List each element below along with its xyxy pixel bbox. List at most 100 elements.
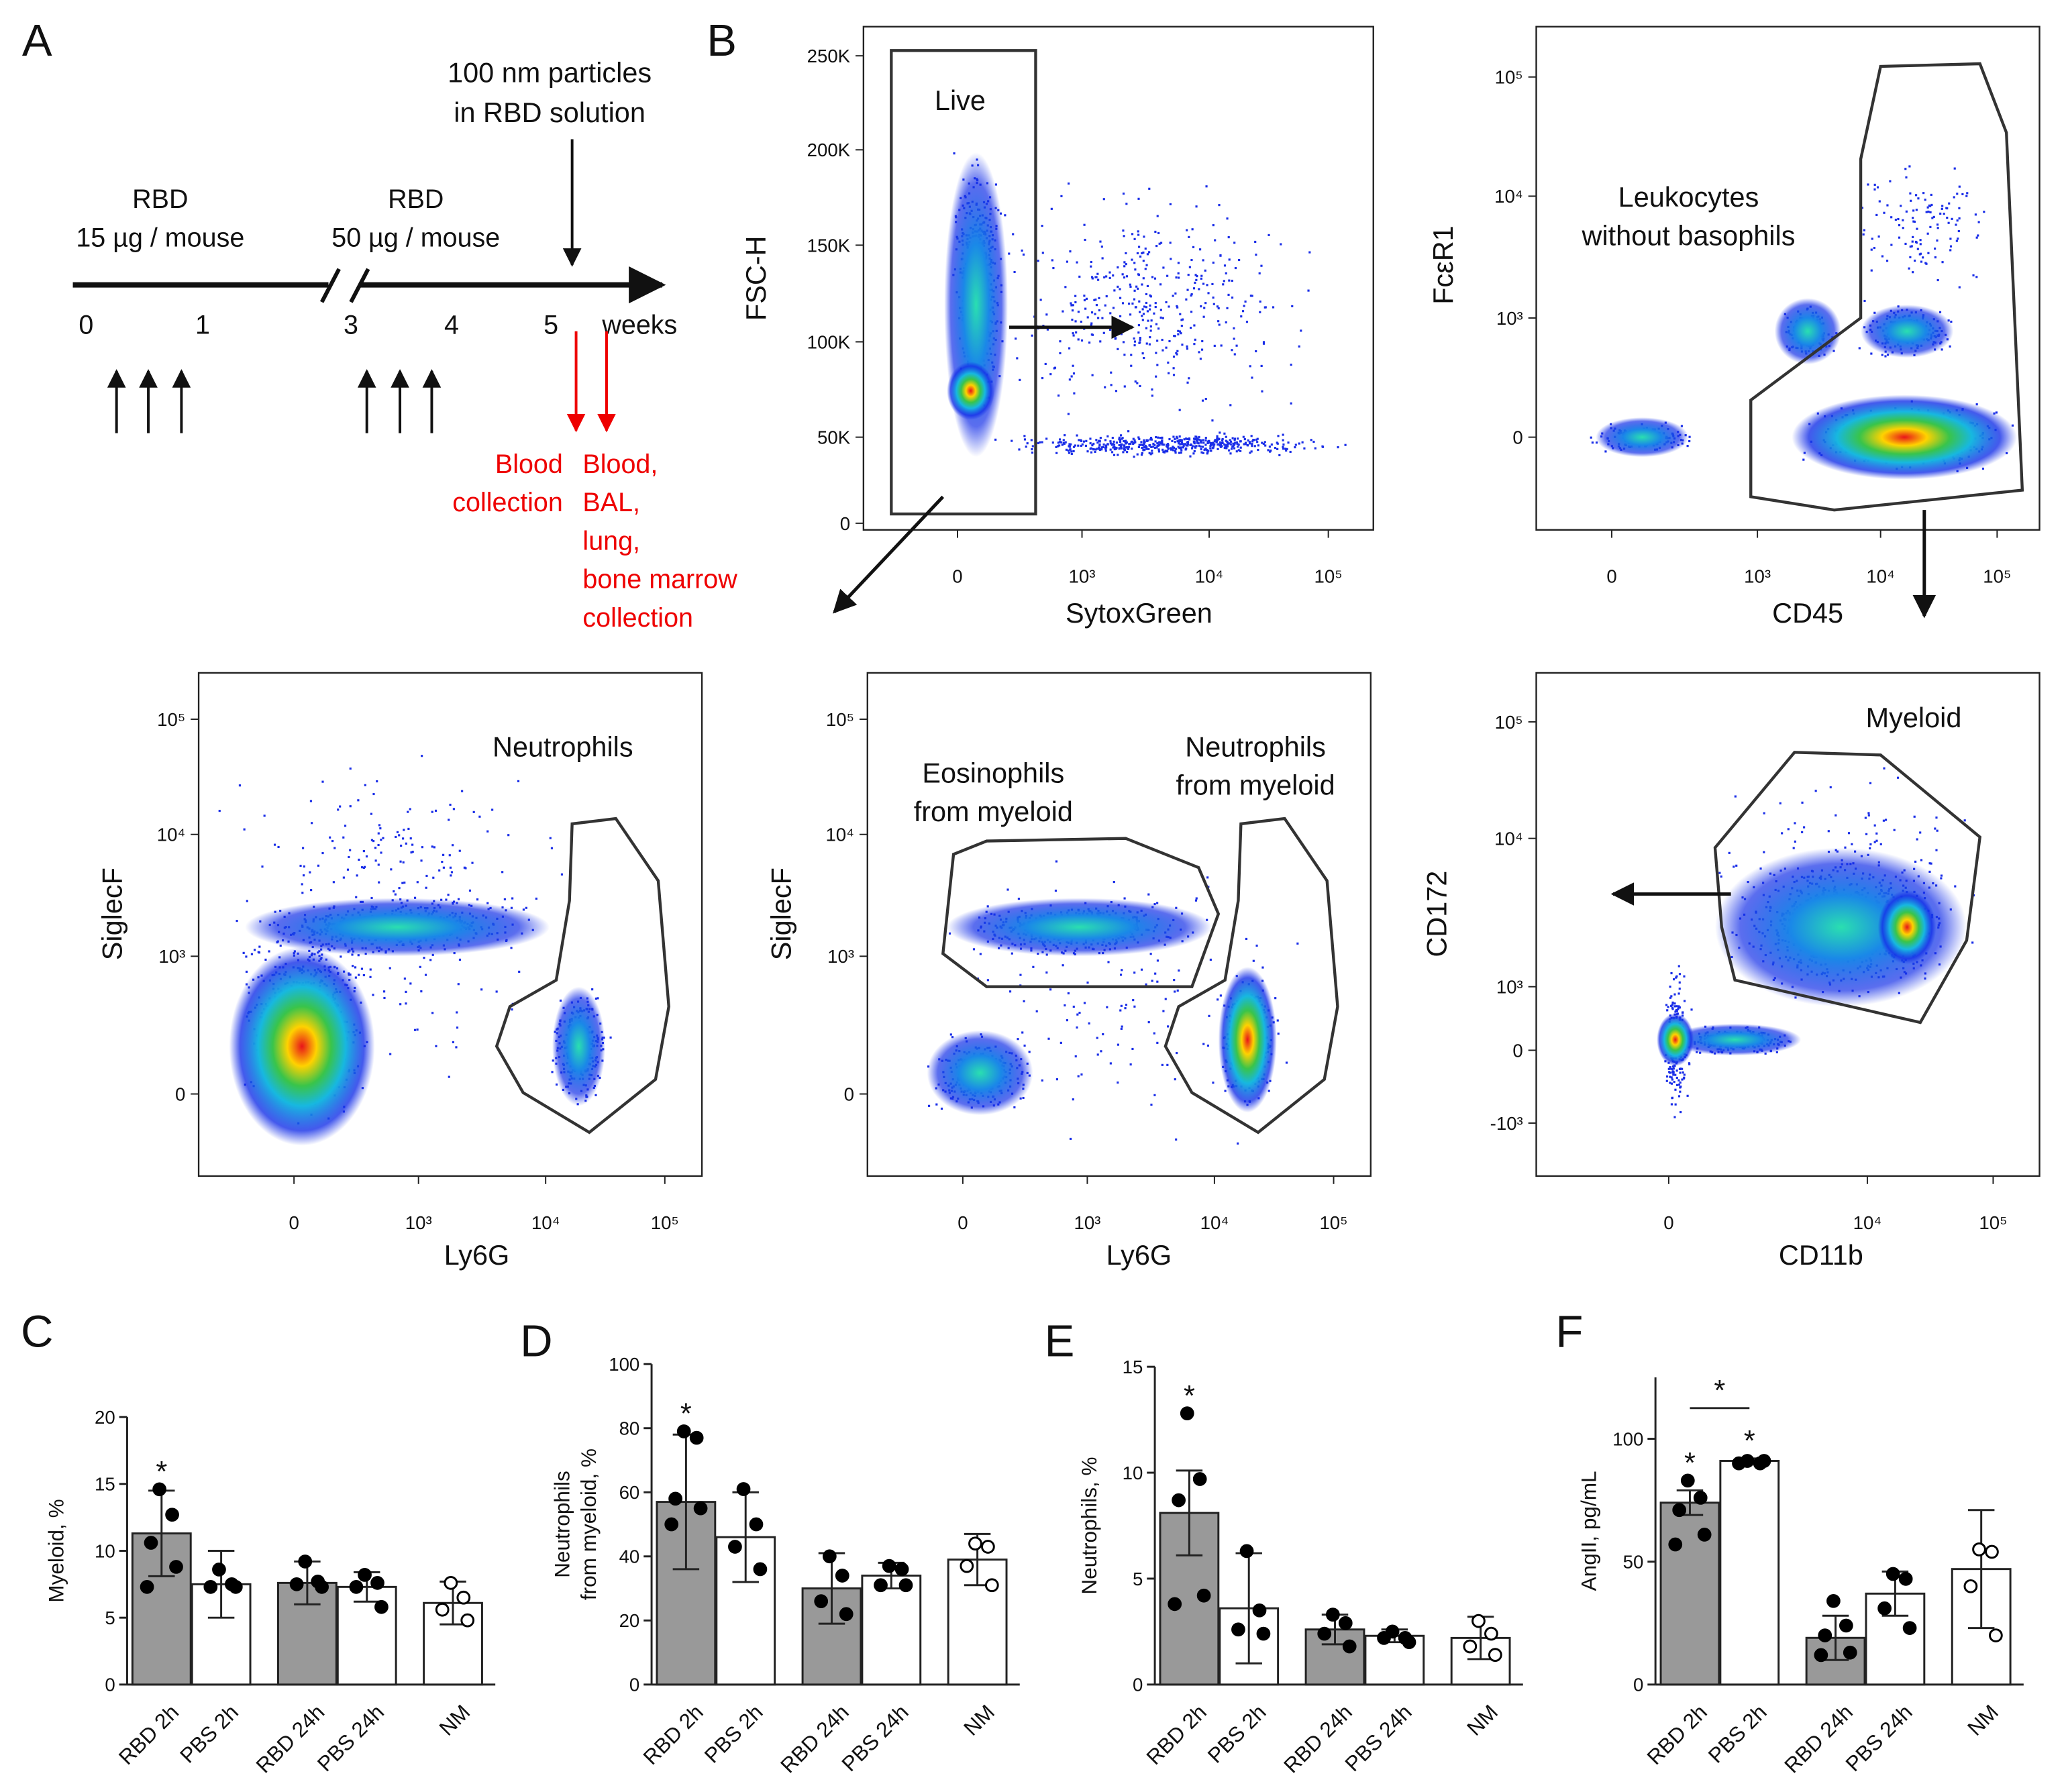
event-dot xyxy=(1190,293,1193,296)
event-dot xyxy=(1221,437,1224,441)
event-dot xyxy=(1926,206,1929,209)
event-dot xyxy=(1192,452,1195,455)
event-dot xyxy=(277,845,280,849)
event-dot xyxy=(1233,447,1236,450)
event-dot xyxy=(559,999,562,1002)
label: in RBD solution xyxy=(454,97,645,128)
event-dot xyxy=(1202,259,1204,262)
event-dot xyxy=(389,967,391,969)
event-dot xyxy=(1018,448,1021,451)
event-dot xyxy=(1228,258,1231,261)
event-dot xyxy=(1062,439,1065,441)
event-dot xyxy=(242,951,245,954)
event-dot xyxy=(1904,242,1907,246)
event-dot xyxy=(1145,327,1148,329)
event-dot xyxy=(1175,447,1178,450)
event-dot xyxy=(382,990,386,993)
week-label: 0 xyxy=(79,311,93,340)
event-dot xyxy=(1178,439,1180,443)
event-dot xyxy=(1083,299,1086,302)
event-dot xyxy=(372,840,375,843)
event-dot xyxy=(253,949,256,951)
event-dot xyxy=(1259,311,1261,313)
event-dot xyxy=(1186,288,1189,291)
event-dot xyxy=(1133,441,1136,444)
event-dot xyxy=(398,834,401,837)
event-dot xyxy=(1198,435,1200,438)
event-dot xyxy=(1203,307,1206,309)
event-dot xyxy=(1291,305,1294,307)
y-tick-label: 200K xyxy=(807,140,851,160)
event-dot xyxy=(1080,439,1083,442)
event-dot xyxy=(1031,334,1033,337)
event-dot xyxy=(348,855,350,859)
event-dot xyxy=(1090,324,1092,327)
event-dot xyxy=(457,898,460,900)
event-dot xyxy=(1225,447,1228,450)
event-dot xyxy=(1134,268,1137,271)
event-dot xyxy=(1303,447,1306,450)
event-dot xyxy=(257,951,260,953)
event-dot xyxy=(1131,440,1133,443)
event-dot xyxy=(1086,316,1089,319)
event-dot xyxy=(1091,444,1094,447)
event-dot xyxy=(1090,311,1094,314)
event-dot xyxy=(1911,240,1914,243)
event-dot xyxy=(1142,260,1145,262)
event-dot xyxy=(1229,443,1232,445)
event-dot xyxy=(1178,452,1181,454)
event-dot xyxy=(1156,902,1159,904)
event-dot xyxy=(486,902,489,904)
event-dot xyxy=(1174,452,1177,454)
event-dot xyxy=(1209,447,1212,450)
event-dot xyxy=(1251,440,1254,443)
event-dot xyxy=(1176,440,1179,443)
event-dot xyxy=(1115,447,1118,450)
event-dot xyxy=(1141,352,1144,355)
event-dot xyxy=(1070,304,1073,307)
event-dot xyxy=(591,988,594,991)
event-dot xyxy=(511,1008,513,1011)
event-dot xyxy=(1060,195,1063,197)
event-dot xyxy=(383,996,386,1000)
event-dot xyxy=(1250,435,1253,437)
event-dot xyxy=(1595,441,1598,444)
event-dot xyxy=(1194,446,1197,449)
event-dot xyxy=(1263,306,1266,309)
event-dot xyxy=(1195,445,1198,447)
event-dot xyxy=(1102,198,1105,201)
event-dot xyxy=(1259,300,1261,303)
event-dot xyxy=(1223,432,1226,435)
event-dot xyxy=(1243,437,1246,441)
event-dot xyxy=(1270,450,1272,452)
event-dot xyxy=(1151,445,1155,448)
event-dot xyxy=(1068,445,1070,447)
event-dot xyxy=(1150,445,1153,448)
event-dot xyxy=(1055,452,1058,454)
event-dot xyxy=(1152,442,1155,445)
event-dot xyxy=(1023,438,1027,441)
event-dot xyxy=(448,1075,450,1078)
event-dot xyxy=(1196,437,1198,439)
event-dot xyxy=(1956,219,1959,222)
event-dot xyxy=(1235,344,1238,347)
event-dot xyxy=(1064,286,1067,288)
event-dot xyxy=(1072,332,1074,335)
event-dot xyxy=(1131,447,1133,450)
event-dot xyxy=(1873,188,1876,191)
event-dot xyxy=(1159,242,1163,244)
event-dot xyxy=(1120,443,1123,446)
event-dot xyxy=(1192,246,1195,248)
event-dot xyxy=(507,834,510,837)
event-dot xyxy=(1166,443,1168,446)
event-dot xyxy=(1146,253,1149,256)
event-dot xyxy=(1161,441,1164,444)
event-dot xyxy=(407,810,409,813)
event-dot xyxy=(1117,454,1119,456)
event-dot xyxy=(340,955,342,958)
event-dot xyxy=(1207,450,1210,452)
event-dot xyxy=(1221,441,1224,444)
event-dot xyxy=(1177,262,1180,264)
event-dot xyxy=(1226,307,1229,309)
